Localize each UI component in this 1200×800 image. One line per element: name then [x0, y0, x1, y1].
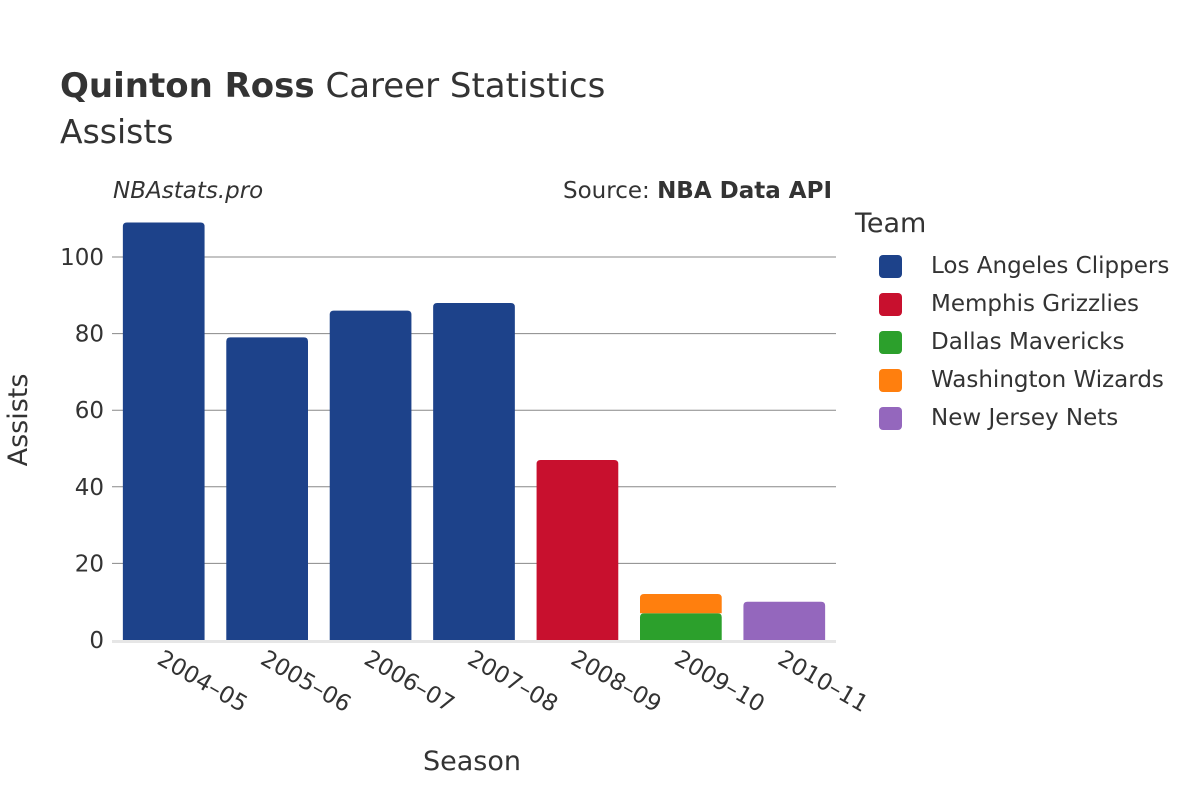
- x-tick-labels: 2004–05 2005–06 2006–07 2007–08 2008–09 2009–…: [153, 646, 873, 718]
- bar-2009–10-dallas-mavericks: [640, 613, 722, 640]
- x-tick-label: 2006–07: [360, 646, 459, 718]
- y-tick-label: 0: [89, 628, 104, 654]
- y-tick-label: 100: [60, 245, 104, 271]
- y-tick-labels: 0 20 40 60 80 100: [60, 245, 104, 654]
- legend-swatch: [879, 368, 902, 392]
- y-axis-label: Assists: [3, 374, 34, 467]
- legend-item[interactable]: Dallas Mavericks: [855, 323, 1169, 361]
- watermark: NBAstats.pro: [113, 178, 264, 204]
- x-tick-label: 2007–08: [463, 646, 562, 718]
- legend-title: Team: [855, 208, 927, 239]
- x-tick-label: 2008–09: [566, 646, 665, 718]
- bar-2007–08-los-angeles-clippers: [433, 302, 515, 640]
- bar-2006–07-los-angeles-clippers: [329, 310, 412, 640]
- x-axis-label: Season: [423, 746, 521, 777]
- title-rest: Career Statistics: [314, 66, 606, 106]
- chart-title: Quinton Ross Career Statistics: [60, 66, 605, 106]
- legend-label: Washington Wizards: [931, 367, 1164, 393]
- legend-label: Dallas Mavericks: [931, 329, 1125, 355]
- legend-swatch: [879, 292, 902, 316]
- legend-label: New Jersey Nets: [931, 405, 1119, 431]
- legend-label: Memphis Grizzlies: [931, 291, 1139, 317]
- y-tick-label: 20: [75, 551, 104, 577]
- y-tick-label: 60: [75, 398, 104, 424]
- x-tick-label: 2010–11: [773, 646, 872, 718]
- legend-item[interactable]: Los Angeles Clippers: [855, 247, 1169, 285]
- source-name: NBA Data API: [657, 178, 832, 204]
- legend-item[interactable]: Washington Wizards: [855, 361, 1169, 399]
- x-tick-label: 2009–10: [670, 646, 769, 718]
- bar-2009–10-washington-wizards: [640, 594, 722, 614]
- x-tick-label: 2005–06: [256, 646, 355, 718]
- bar-2010–11-new-jersey-nets: [743, 601, 826, 640]
- y-tick-label: 40: [75, 475, 104, 501]
- legend-swatch: [879, 330, 902, 354]
- legend: Team Los Angeles Clippers Memphis Grizzli…: [855, 208, 1169, 437]
- legend-item[interactable]: Memphis Grizzlies: [855, 285, 1169, 323]
- bars: [122, 222, 826, 640]
- player-name: Quinton Ross: [60, 66, 315, 106]
- x-tick-label: 2004–05: [153, 646, 252, 718]
- legend-item[interactable]: New Jersey Nets: [855, 399, 1169, 437]
- chart-subtitle: Assists: [60, 112, 174, 151]
- bar-2004–05-los-angeles-clippers: [122, 222, 205, 640]
- bar-2005–06-los-angeles-clippers: [226, 337, 308, 640]
- y-tick-label: 80: [75, 322, 104, 348]
- legend-label: Los Angeles Clippers: [931, 253, 1170, 279]
- legend-swatch: [879, 406, 902, 430]
- source-credit: Source: NBA Data API: [563, 178, 832, 204]
- source-prefix: Source:: [563, 178, 658, 204]
- legend-swatch: [879, 254, 902, 278]
- bar-2008–09-memphis-grizzlies: [536, 459, 619, 640]
